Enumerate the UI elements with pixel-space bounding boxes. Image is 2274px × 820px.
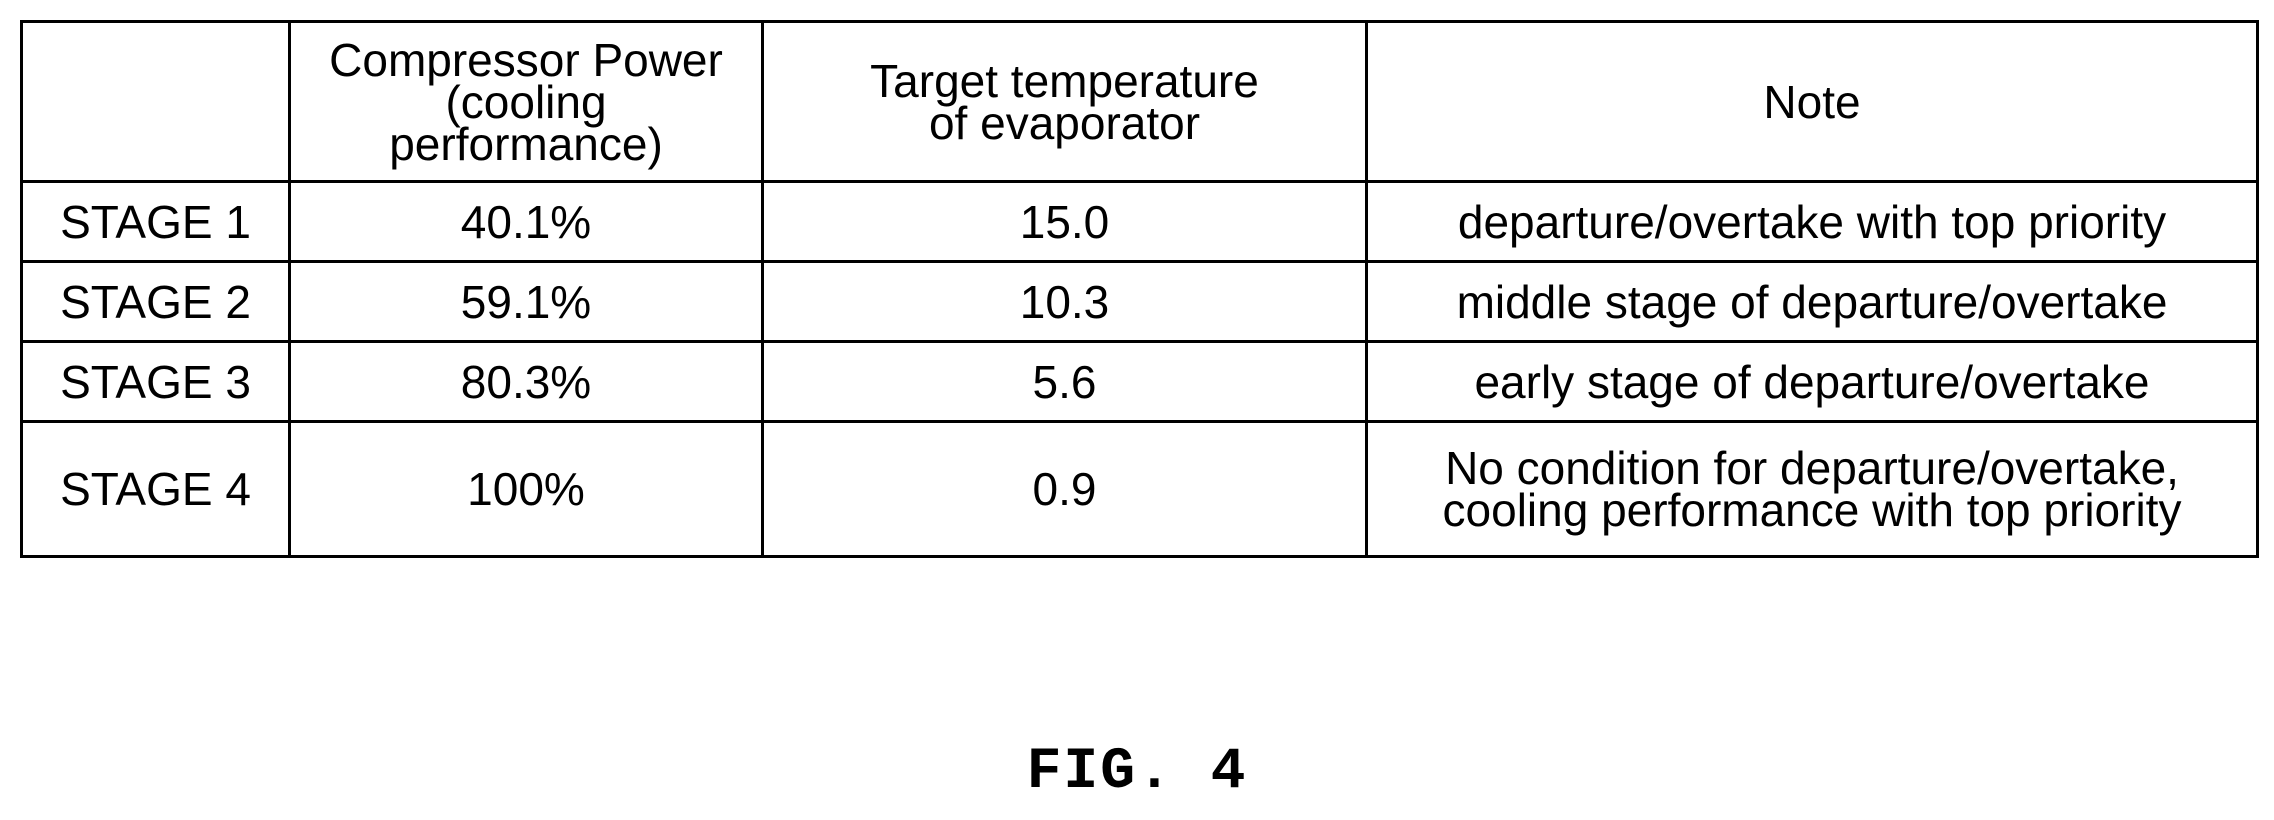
note-cell: No condition for departure/overtake, coo… [1365,420,2259,558]
note-line: middle stage of departure/overtake [1456,275,2168,328]
header-note: Note [1365,20,2259,183]
header-target-temperature-line: Target temperature [870,54,1259,107]
note-line: departure/overtake with top priority [1457,195,2167,248]
target-temperature-cell: 5.6 [761,340,1368,423]
target-temperature-cell: 10.3 [761,260,1368,343]
header-compressor-power-line: Compressor Power [329,33,723,86]
figure-label: FIG. 4 [1026,740,1248,805]
stage-cell: STAGE 1 [20,180,291,263]
compressor-power-cell: 100% [288,420,764,558]
table-row: STAGE 1 40.1% 15.0 departure/overtake wi… [20,180,2259,263]
header-target-temperature-line: of evaporator [928,96,1201,149]
note-cell: departure/overtake with top priority [1365,180,2259,263]
header-compressor-power-line: (cooling [445,75,607,128]
stage-cell: STAGE 3 [20,340,291,423]
header-stage [20,20,291,183]
table-row: STAGE 3 80.3% 5.6 early stage of departu… [20,340,2259,423]
note-line: cooling performance with top priority [1442,484,2182,536]
compressor-power-cell: 80.3% [288,340,764,423]
stage-cell: STAGE 2 [20,260,291,343]
compressor-power-cell: 59.1% [288,260,764,343]
compressor-power-cell: 40.1% [288,180,764,263]
table-header-row: Compressor Power (cooling performance) T… [20,20,2259,183]
note-line: early stage of departure/overtake [1474,355,2150,408]
header-target-temperature: Target temperature of evaporator [761,20,1368,183]
target-temperature-cell: 0.9 [761,420,1368,558]
note-cell: middle stage of departure/overtake [1365,260,2259,343]
table-row: STAGE 4 100% 0.9 No condition for depart… [20,420,2259,558]
header-compressor-power: Compressor Power (cooling performance) [288,20,764,183]
stage-table: Compressor Power (cooling performance) T… [20,20,2259,558]
note-line: No condition for departure/overtake, [1445,442,2179,494]
stage-cell: STAGE 4 [20,420,291,558]
header-compressor-power-line: performance) [389,117,663,170]
note-cell: early stage of departure/overtake [1365,340,2259,423]
target-temperature-cell: 15.0 [761,180,1368,263]
table-row: STAGE 2 59.1% 10.3 middle stage of depar… [20,260,2259,343]
